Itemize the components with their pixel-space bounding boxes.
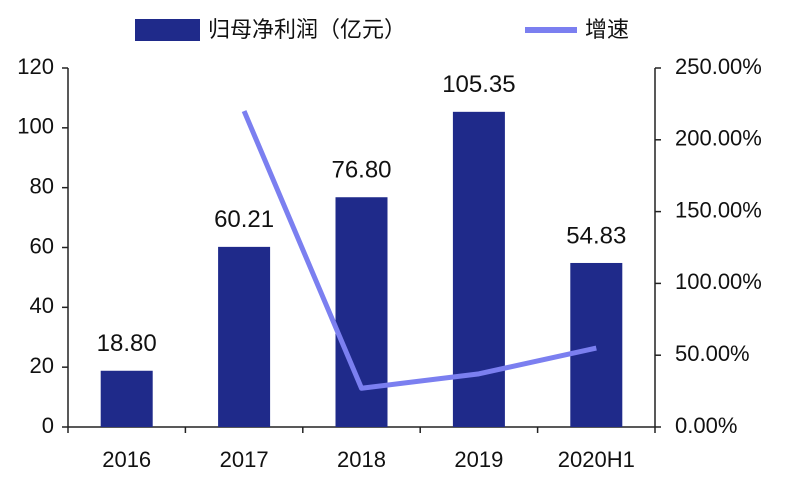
bar [452,111,505,428]
y-tick-label: 100 [17,114,54,139]
y-tick-label: 0 [42,413,54,438]
y-tick-label: 80 [30,173,54,198]
x-tick-label: 2018 [337,447,386,472]
line [241,110,597,391]
y-tick-label: 40 [30,293,54,318]
y2-tick-label: 0.00% [675,413,737,438]
data-label: 60.21 [214,206,274,233]
legend-swatch [135,19,200,41]
data-label: 18.80 [97,330,157,357]
x-tick-label: 2017 [220,447,269,472]
y-tick-label: 120 [17,54,54,79]
data-label: 54.83 [566,222,626,249]
legend-label: 增速 [585,17,629,42]
x-tick-label: 2019 [454,447,503,472]
y2-tick-label: 250.00% [675,54,762,79]
bar [335,197,388,427]
y-tick-label: 20 [30,353,54,378]
y2-tick-label: 150.00% [675,197,762,222]
y-tick-label: 60 [30,233,54,258]
x-tick-label: 2016 [102,447,151,472]
y2-tick-label: 50.00% [675,341,750,366]
x-tick-label: 2020H1 [558,447,635,472]
legend-label: 归母净利润（亿元） [208,17,406,42]
data-label: 76.80 [331,157,391,184]
bar [100,370,153,427]
data-label: 105.35 [442,71,515,98]
y2-tick-label: 100.00% [675,269,762,294]
bar [570,262,623,427]
y2-tick-label: 200.00% [675,126,762,151]
bar [218,246,271,427]
